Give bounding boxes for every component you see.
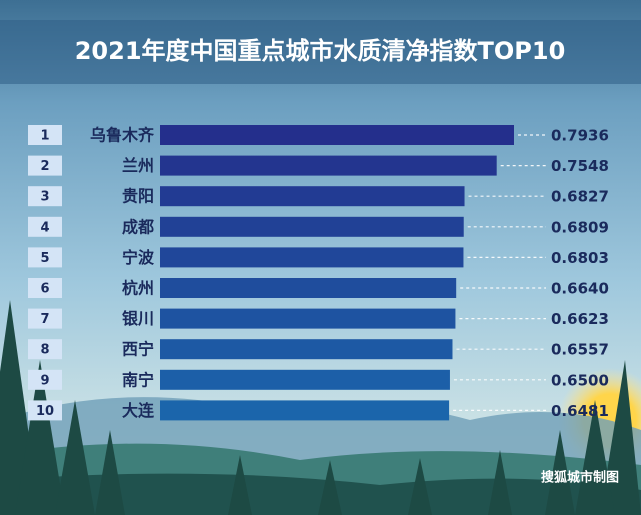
rank-label: 1 bbox=[40, 129, 49, 144]
rank-box bbox=[28, 216, 62, 237]
bar bbox=[160, 278, 457, 298]
title-banner bbox=[0, 20, 641, 84]
rank-label: 10 bbox=[36, 404, 54, 419]
value-label: 0.7548 bbox=[551, 157, 609, 175]
bar bbox=[160, 308, 456, 329]
category-label: 南宁 bbox=[122, 370, 154, 389]
bar bbox=[160, 125, 514, 145]
value-label: 0.6623 bbox=[551, 310, 609, 328]
value-label: 0.6827 bbox=[551, 188, 609, 206]
rank-box bbox=[28, 186, 62, 207]
value-label: 0.6803 bbox=[551, 249, 609, 267]
bar bbox=[160, 186, 465, 207]
category-label: 兰州 bbox=[122, 156, 154, 175]
value-label: 0.6809 bbox=[551, 218, 609, 236]
category-label: 银川 bbox=[122, 309, 154, 328]
rank-label: 5 bbox=[40, 251, 49, 266]
rank-box bbox=[28, 247, 62, 268]
rank-box bbox=[28, 400, 62, 421]
rank-label: 8 bbox=[40, 343, 49, 358]
category-label: 大连 bbox=[122, 401, 155, 420]
bar bbox=[160, 339, 453, 360]
category-label: 杭州 bbox=[122, 279, 154, 298]
chart-title: 2021年度中国重点城市水质清净指数TOP10 bbox=[75, 37, 566, 65]
hill-front bbox=[0, 473, 641, 515]
rank-label: 6 bbox=[40, 282, 49, 297]
rank-box bbox=[28, 125, 62, 145]
bar bbox=[160, 247, 464, 268]
rank-box bbox=[28, 369, 62, 390]
category-label: 宁波 bbox=[122, 248, 155, 267]
rank-box bbox=[28, 155, 62, 176]
rank-box bbox=[28, 308, 62, 329]
value-label: 0.6557 bbox=[551, 341, 609, 359]
bar bbox=[160, 216, 464, 237]
rank-label: 7 bbox=[40, 312, 49, 327]
rank-box bbox=[28, 278, 62, 298]
category-label: 成都 bbox=[122, 217, 154, 236]
value-label: 0.6500 bbox=[551, 371, 609, 389]
rank-label: 4 bbox=[40, 220, 49, 235]
value-label: 0.6481 bbox=[551, 402, 609, 420]
value-label: 0.7936 bbox=[551, 127, 609, 145]
rank-box bbox=[28, 339, 62, 360]
trees bbox=[0, 300, 641, 515]
rank-label: 2 bbox=[40, 159, 49, 174]
rank-label: 9 bbox=[40, 373, 49, 388]
category-label: 贵阳 bbox=[122, 187, 154, 206]
category-label: 乌鲁木齐 bbox=[90, 126, 155, 145]
value-label: 0.6640 bbox=[551, 280, 609, 298]
category-label: 西宁 bbox=[122, 340, 154, 359]
rank-label: 3 bbox=[40, 190, 49, 205]
source: 搜狐城市制图 bbox=[541, 470, 619, 486]
bar bbox=[160, 155, 497, 176]
bar bbox=[160, 369, 450, 390]
bar bbox=[160, 400, 450, 421]
